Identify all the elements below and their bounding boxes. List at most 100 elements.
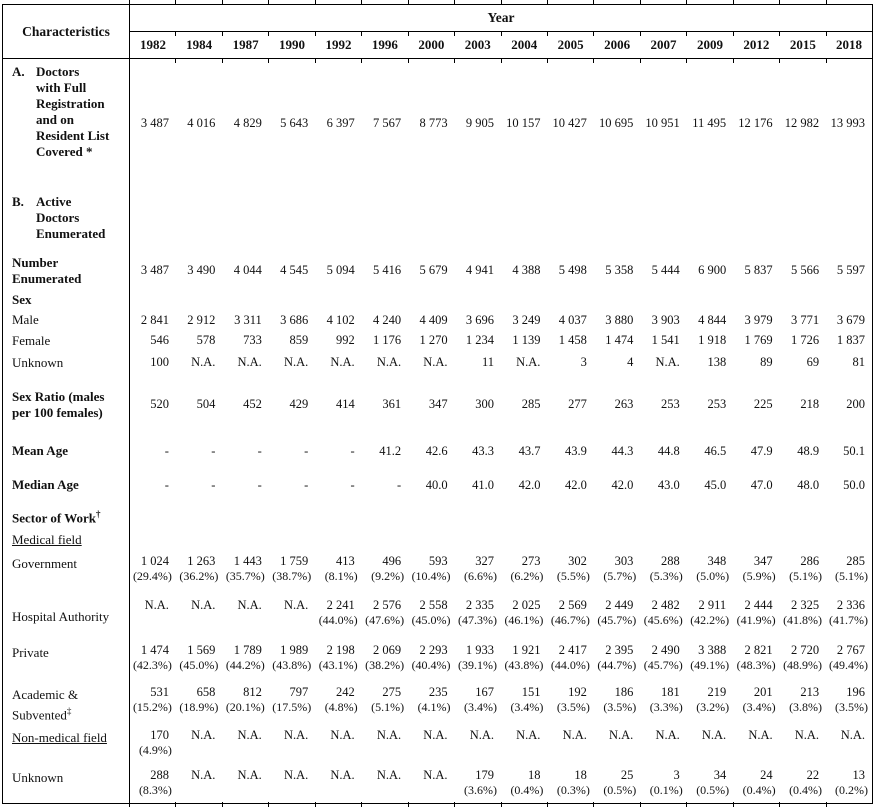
cell-value: 2 325 [790,597,820,612]
cell-percentage: (45.7%) [597,612,637,627]
value-cell-mean-age-1990: - [269,435,315,468]
value-cell-number-enumerated-2012: 5 837 [733,250,779,291]
cell-percentage: (44.2%) [225,657,265,672]
cell-value: 2 449 [605,597,634,612]
cell-percentage: (41.8%) [783,612,823,627]
value-cell-number-enumerated-2007: 5 444 [640,250,686,291]
value-cell-private-1982: 1 474 (42.3%) [130,640,176,682]
value-cell-male-1992: 4 102 [315,310,361,331]
cell-value: 42.6 [425,443,448,458]
value-cell-non-medical-field-1990: N.A. [269,725,315,765]
column-tick-mark [408,802,409,807]
value-cell-medical-field-2018 [826,530,872,551]
value-cell-female-1992: 992 [315,331,361,351]
cell-value: 41.0 [472,477,494,492]
cell-percentage: (4.1%) [417,699,451,714]
column-tick-mark [826,31,827,36]
footnote-marker: † [96,508,101,519]
cell-value: 1 726 [790,333,820,347]
table-row-sector-unknown: Unknown 288 (8.3%) N.A. N.A. N.A. N.A. N.A. N.A.… [2,764,873,804]
cell-value: 4 388 [512,262,541,277]
value-cell-sex-ratio-2006: 263 [594,375,640,435]
value-cell-medical-field-2007 [640,530,686,551]
value-cell-active-doctors-enumerated-1992 [315,189,361,250]
value-cell-male-2018: 3 679 [826,310,872,331]
value-cell-hospital-authority-1982: N.A. [130,595,176,640]
value-cell-medical-field-2009 [687,530,733,551]
cell-value: 3 487 [140,116,169,131]
cell-value: 225 [753,397,773,411]
column-tick-mark [547,802,548,807]
value-cell-sex-ratio-2003: 300 [455,375,501,435]
value-cell-active-doctors-enumerated-2009 [687,189,733,250]
value-cell-doctors-full-registration-1992: 6 397 [315,59,361,189]
cell-value: 167 [475,684,494,699]
value-cell-doctors-full-registration-1996: 7 567 [362,59,408,189]
row-label-private: Private [2,639,130,682]
column-tick-mark [640,58,641,63]
value-cell-female-1984: 578 [176,331,222,351]
row-label-active-doctors-enumerated: B. Active Doctors Enumerated [2,188,130,250]
cell-value: N.A. [191,727,216,742]
value-cell-male-2007: 3 903 [640,310,686,331]
cell-value: 2 482 [651,597,680,612]
cell-percentage: (45.0%) [179,657,219,672]
value-cell-academic-subvented-2009: 219 (3.2%) [687,682,733,725]
cell-value: 3 487 [140,262,169,277]
value-cell-sector-unknown-1984: N.A. [176,765,222,804]
value-cell-active-doctors-enumerated-2006 [594,189,640,250]
row-label-line: Doctors [36,64,80,79]
value-cell-academic-subvented-1987: 812 (20.1%) [222,682,268,725]
year-column-header: 2005 [557,37,584,52]
value-cell-median-age-1984: - [176,468,222,503]
cell-value: 253 [661,397,680,411]
cell-value: 733 [243,333,262,347]
cell-percentage: (45.7%) [643,657,683,672]
cell-percentage: (38.2%) [365,657,405,672]
value-cell-sector-unknown-2009: 34 (0.5%) [687,765,733,804]
value-cell-male-2000: 4 409 [408,310,454,331]
value-cell-median-age-1992: - [315,468,361,503]
table-row-non-medical-field: Non-medical field 170 (4.9%) N.A. N.A. N.A. N.… [2,724,873,765]
column-tick-mark [733,31,734,36]
column-tick-mark [268,802,269,807]
column-tick-mark [222,31,223,36]
cell-value: 5 643 [280,116,309,131]
value-cell-doctors-full-registration-2007: 10 951 [640,59,686,189]
value-cell-doctors-full-registration-2003: 9 905 [455,59,501,189]
cell-value: 2 395 [605,642,634,657]
cell-value: 4 044 [233,262,262,277]
year-column-header: 2009 [696,37,723,52]
value-cell-government-1990: 1 759 (38.7%) [269,551,315,595]
cell-value: 47.9 [750,443,773,458]
cell-value: 201 [753,684,773,699]
value-cell-female-2006: 1 474 [594,331,640,351]
cell-value: 25 [620,767,634,782]
value-cell-medical-field-2006 [594,530,640,551]
table-row-government: Government 1 024 (29.4%) 1 263 (36.2%) 1 443(… [2,550,873,595]
cell-value: - [304,477,309,492]
cell-value: 5 094 [326,262,355,277]
year-column-header: 1990 [279,37,306,52]
value-cell-active-doctors-enumerated-2012 [733,189,779,250]
value-cell-active-doctors-enumerated-2005 [547,189,593,250]
value-cell-non-medical-field-2007: N.A. [640,725,686,765]
row-label-line: and on [36,112,74,127]
cell-percentage: (3.5%) [835,699,868,714]
value-cell-male-1990: 3 686 [269,310,315,331]
row-label-number-enumerated: Number Enumerated [2,249,130,291]
cell-value: 300 [475,397,494,411]
value-cell-sex-ratio-2004: 285 [501,375,547,435]
value-cell-active-doctors-enumerated-1990 [269,189,315,250]
cell-percentage: (3.8%) [789,699,823,714]
cell-value: 504 [196,397,216,411]
cell-value: 200 [846,397,865,411]
value-cell-non-medical-field-2003: N.A. [455,725,501,765]
value-cell-median-age-2005: 42.0 [547,468,593,503]
column-tick-mark [175,31,176,36]
cell-percentage: (43.8%) [272,657,312,672]
value-cell-non-medical-field-2004: N.A. [501,725,547,765]
cell-value: 12 176 [738,116,773,131]
cell-value: 1 837 [836,333,865,347]
value-cell-sex-ratio-2000: 347 [408,375,454,435]
